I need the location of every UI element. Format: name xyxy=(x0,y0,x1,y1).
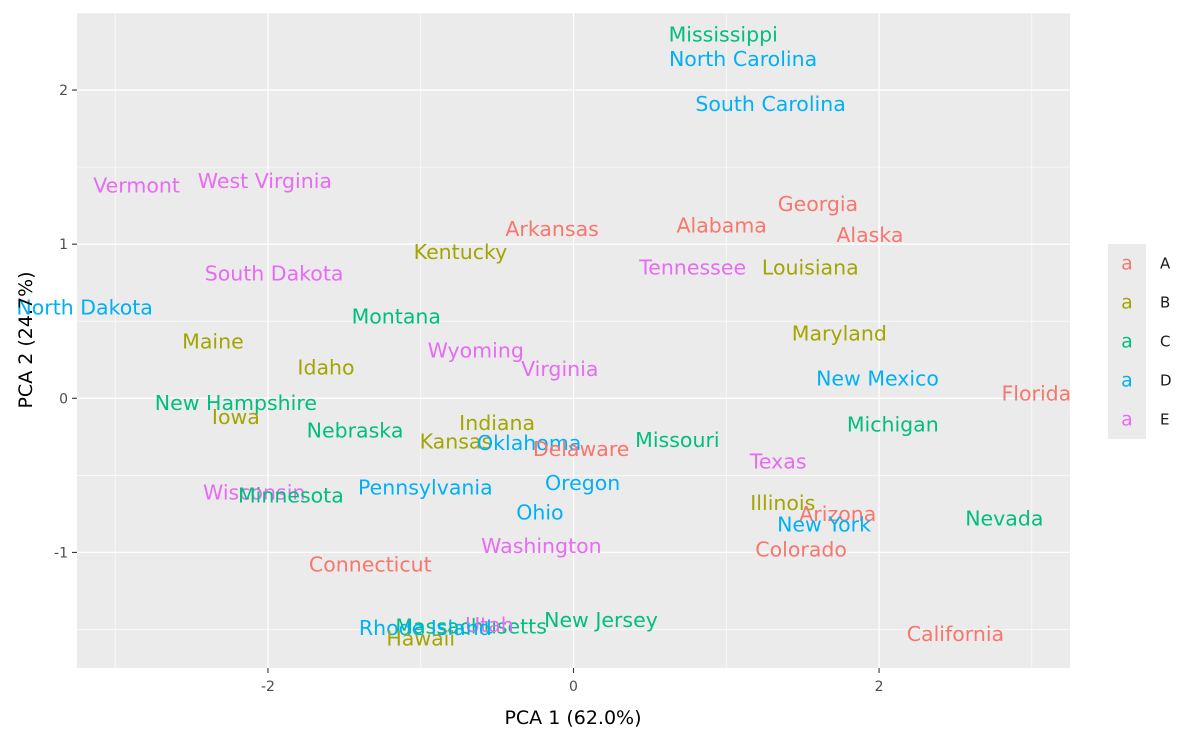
y-tick-label: 2 xyxy=(59,83,68,99)
point-label-mississippi: Mississippi xyxy=(669,23,778,47)
point-label-massachusetts: Massachusetts xyxy=(395,614,546,638)
point-label-rhode-island: Rhode Island xyxy=(359,616,492,640)
axes: -2 0 2 -1 0 1 2 xyxy=(54,83,883,695)
x-tick-label: 2 xyxy=(875,679,884,695)
point-label-pennsylvania: Pennsylvania xyxy=(358,476,493,500)
legend: a Aa Ba Ca Da E xyxy=(1108,244,1172,439)
point-label-vermont: Vermont xyxy=(93,174,180,198)
point-label-michigan: Michigan xyxy=(847,412,939,436)
point-label-south-carolina: South Carolina xyxy=(695,92,845,116)
point-label-maine: Maine xyxy=(182,329,244,353)
point-label-idaho: Idaho xyxy=(297,355,354,379)
point-label-ohio: Ohio xyxy=(516,500,563,524)
point-label-montana: Montana xyxy=(352,305,441,329)
point-label-new-hampshire: New Hampshire xyxy=(155,391,317,415)
legend-key-glyph: a xyxy=(1121,292,1133,314)
point-label-indiana: Indiana xyxy=(459,411,535,435)
legend-label-e: E xyxy=(1160,411,1169,429)
legend-label-a: A xyxy=(1160,255,1171,273)
point-label-nebraska: Nebraska xyxy=(307,419,404,443)
point-label-delaware: Delaware xyxy=(533,437,630,461)
legend-key-background xyxy=(1108,244,1146,439)
point-label-virginia: Virginia xyxy=(521,357,598,381)
point-label-oregon: Oregon xyxy=(545,471,620,495)
point-label-tennessee: Tennessee xyxy=(638,255,746,279)
point-label-new-jersey: New Jersey xyxy=(544,608,658,632)
y-axis-title: PCA 2 (24.7%) xyxy=(15,271,37,408)
point-label-maryland: Maryland xyxy=(792,322,887,346)
point-label-wyoming: Wyoming xyxy=(428,339,524,363)
x-tick-label: -2 xyxy=(261,679,275,695)
point-label-alaska: Alaska xyxy=(836,223,903,247)
point-label-kansas: Kansas xyxy=(420,429,493,453)
y-tick-label: -1 xyxy=(54,545,68,561)
y-tick-label: 0 xyxy=(59,391,68,407)
point-label-south-dakota: South Dakota xyxy=(205,261,344,285)
point-label-nevada: Nevada xyxy=(965,507,1043,531)
legend-key-glyph: a xyxy=(1121,331,1133,353)
y-tick-label: 1 xyxy=(59,237,68,253)
x-tick-label: 0 xyxy=(569,679,578,695)
point-label-north-dakota: North Dakota xyxy=(16,295,152,319)
x-axis-title: PCA 1 (62.0%) xyxy=(504,707,641,729)
point-label-colorado: Colorado xyxy=(755,537,847,561)
point-label-north-carolina: North Carolina xyxy=(669,47,817,71)
legend-key-glyph: a xyxy=(1121,409,1133,431)
point-label-wisconsin: Wisconsin xyxy=(203,480,305,504)
legend-key-glyph: a xyxy=(1121,370,1133,392)
point-label-new-york: New York xyxy=(777,513,871,537)
point-label-missouri: Missouri xyxy=(635,428,719,452)
point-label-connecticut: Connecticut xyxy=(309,553,432,577)
point-label-iowa: Iowa xyxy=(212,405,260,429)
point-label-utah: Utah xyxy=(465,613,514,637)
point-label-new-mexico: New Mexico xyxy=(816,366,939,390)
point-label-arizona: Arizona xyxy=(799,502,876,526)
point-label-washington: Washington xyxy=(481,534,601,558)
point-label-arkansas: Arkansas xyxy=(505,217,598,241)
point-label-minnesota: Minnesota xyxy=(238,483,344,507)
point-label-hawaii: Hawaii xyxy=(386,627,455,651)
grid-lines xyxy=(77,12,1070,668)
point-label-oklahoma: Oklahoma xyxy=(477,431,581,455)
point-label-illinois: Illinois xyxy=(750,491,815,515)
point-label-kentucky: Kentucky xyxy=(414,240,508,264)
point-label-florida: Florida xyxy=(1002,382,1072,406)
legend-key-glyph: a xyxy=(1121,253,1133,275)
point-label-alabama: Alabama xyxy=(676,214,766,238)
point-label-louisiana: Louisiana xyxy=(762,255,859,279)
point-label-georgia: Georgia xyxy=(778,192,858,216)
point-label-texas: Texas xyxy=(749,449,807,473)
legend-label-c: C xyxy=(1160,333,1170,351)
point-label-california: California xyxy=(907,622,1004,646)
legend-label-d: D xyxy=(1160,372,1172,390)
point-label-west-virginia: West Virginia xyxy=(198,169,332,193)
legend-label-b: B xyxy=(1160,294,1170,312)
